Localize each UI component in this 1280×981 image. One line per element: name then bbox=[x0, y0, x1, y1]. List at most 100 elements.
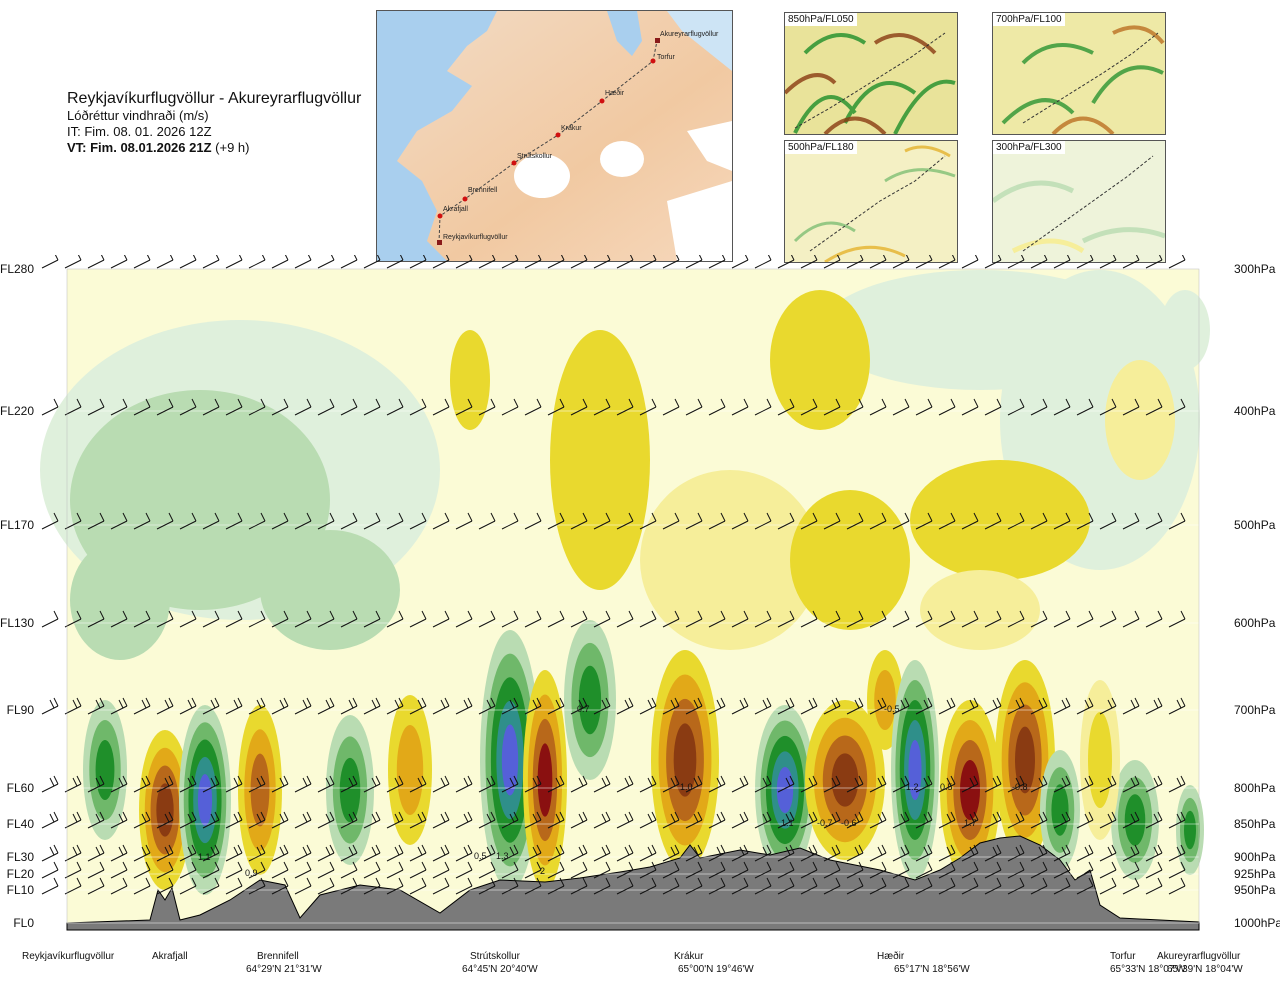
wind-barb bbox=[961, 877, 979, 895]
wind-barb bbox=[800, 861, 818, 879]
wind-barb bbox=[685, 844, 703, 862]
wind-barb bbox=[133, 697, 151, 715]
field-core bbox=[673, 723, 697, 797]
wind-barb bbox=[271, 398, 289, 416]
wind-barb bbox=[363, 811, 381, 829]
wind-barb bbox=[708, 861, 726, 879]
wind-barb bbox=[570, 398, 588, 416]
wind-barb bbox=[248, 861, 266, 879]
wind-barb bbox=[869, 610, 887, 628]
wind-barb bbox=[294, 844, 312, 862]
route-title: Reykjavíkurflugvöllur - Akureyrarflugvöl… bbox=[67, 90, 362, 107]
wind-barb bbox=[1168, 844, 1186, 862]
wind-barb bbox=[800, 255, 818, 269]
wind-barb bbox=[248, 775, 266, 793]
wind-barb bbox=[777, 811, 795, 829]
wind-barb bbox=[87, 877, 105, 895]
wind-barb bbox=[547, 844, 565, 862]
wind-barb bbox=[1168, 877, 1186, 895]
wind-barb bbox=[639, 512, 657, 530]
wind-barb bbox=[570, 877, 588, 895]
wind-barb bbox=[915, 610, 933, 628]
wind-barb bbox=[639, 610, 657, 628]
wind-barb bbox=[1030, 398, 1048, 416]
field-core bbox=[396, 725, 424, 815]
wind-barb bbox=[616, 255, 634, 269]
wind-barb bbox=[961, 512, 979, 530]
wind-barb bbox=[271, 861, 289, 879]
wind-barb bbox=[41, 398, 59, 416]
field-region bbox=[1105, 360, 1175, 480]
wind-barb bbox=[455, 844, 473, 862]
wind-barb bbox=[110, 398, 128, 416]
wind-barb bbox=[800, 811, 818, 829]
wind-barb bbox=[225, 775, 243, 793]
waypoint-name: Reykjavíkurflugvöllur bbox=[22, 951, 115, 962]
wind-barb bbox=[478, 811, 496, 829]
wind-barb bbox=[294, 861, 312, 879]
wind-barb bbox=[202, 610, 220, 628]
wind-barb bbox=[547, 398, 565, 416]
value-label: -0.8 bbox=[1012, 782, 1028, 792]
title-block: Reykjavíkurflugvöllur - Akureyrarflugvöl… bbox=[67, 90, 361, 156]
wind-barb bbox=[110, 697, 128, 715]
wind-barb bbox=[915, 877, 933, 895]
wind-barb bbox=[455, 861, 473, 879]
wind-barb bbox=[892, 775, 910, 793]
wind-barb bbox=[478, 398, 496, 416]
wind-barb bbox=[616, 844, 634, 862]
wind-barb bbox=[1076, 844, 1094, 862]
wind-barb bbox=[409, 775, 427, 793]
wind-barb bbox=[156, 512, 174, 530]
wind-barb bbox=[662, 775, 680, 793]
wind-barb bbox=[501, 844, 519, 862]
wind-barb bbox=[363, 512, 381, 530]
wind-barb bbox=[41, 811, 59, 829]
wind-barb bbox=[938, 775, 956, 793]
wind-barb bbox=[156, 861, 174, 879]
flight-level-label: FL90 bbox=[6, 703, 34, 717]
wind-barb bbox=[777, 861, 795, 879]
flight-level-label: FL30 bbox=[6, 850, 34, 864]
wind-barb bbox=[731, 512, 749, 530]
wind-barb bbox=[754, 877, 772, 895]
wind-barb bbox=[110, 512, 128, 530]
wind-barb bbox=[685, 398, 703, 416]
wind-barb bbox=[639, 398, 657, 416]
wind-barb bbox=[1168, 610, 1186, 628]
waypoint-name: Akureyrarflugvöllur bbox=[1157, 951, 1241, 962]
wind-barb bbox=[133, 512, 151, 530]
wind-barb bbox=[1030, 861, 1048, 879]
wind-barb bbox=[271, 610, 289, 628]
flight-level-label: FL280 bbox=[0, 262, 35, 276]
wind-barb bbox=[915, 861, 933, 879]
wind-barb bbox=[64, 861, 82, 879]
field-region bbox=[920, 570, 1040, 650]
wind-barb bbox=[961, 844, 979, 862]
wind-barb bbox=[64, 697, 82, 715]
wind-barb bbox=[593, 811, 611, 829]
wind-barb bbox=[478, 844, 496, 862]
wind-barb bbox=[892, 610, 910, 628]
value-label: 1.2 bbox=[906, 782, 919, 792]
valid-time-offset: (+9 h) bbox=[215, 140, 250, 155]
wind-barb bbox=[708, 775, 726, 793]
wind-barb bbox=[1053, 844, 1071, 862]
wind-barb bbox=[777, 697, 795, 715]
value-label: 0.5 bbox=[940, 782, 953, 792]
wind-barb bbox=[938, 398, 956, 416]
wind-barb bbox=[317, 610, 335, 628]
wind-barb bbox=[133, 610, 151, 628]
wind-barb bbox=[432, 877, 450, 895]
wind-barb bbox=[225, 610, 243, 628]
wind-barb bbox=[271, 811, 289, 829]
panel-300-label: 300hPa/FL300 bbox=[993, 141, 1065, 154]
wind-barb bbox=[823, 610, 841, 628]
wind-barb bbox=[41, 775, 59, 793]
wind-barb bbox=[271, 877, 289, 895]
wind-barb bbox=[87, 610, 105, 628]
waypoint-coordinate: 64°29'N 21°31'W bbox=[246, 964, 322, 975]
wind-barb bbox=[432, 512, 450, 530]
field-core bbox=[1088, 712, 1112, 808]
value-label: -0.5 bbox=[884, 704, 900, 714]
